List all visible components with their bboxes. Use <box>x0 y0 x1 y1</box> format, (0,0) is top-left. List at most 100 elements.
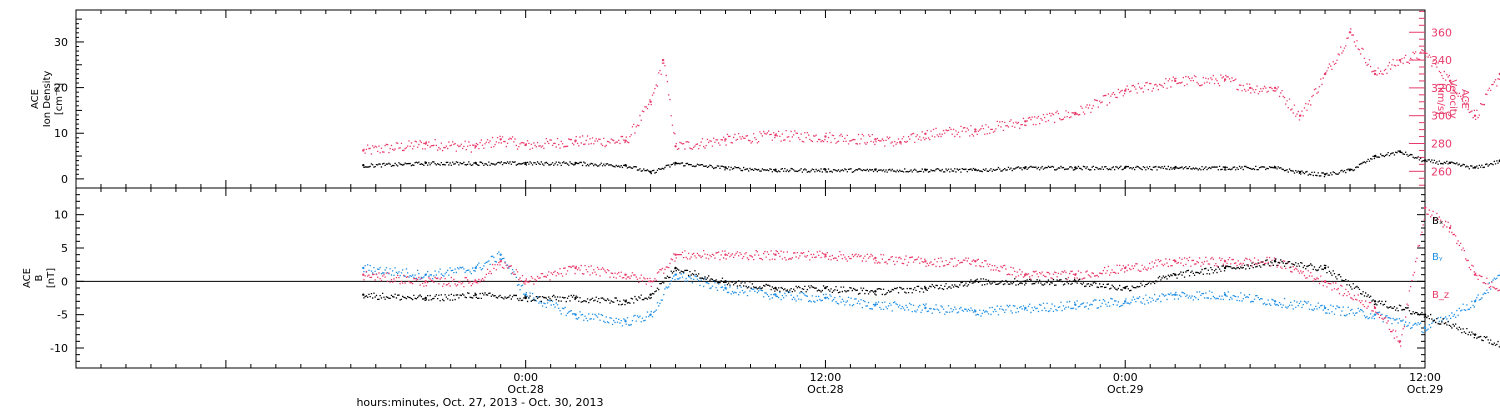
density-series-point <box>1423 159 1427 162</box>
x-tick-time: 12:00 <box>810 371 842 384</box>
density-series-point <box>1024 166 1027 169</box>
velocity-series-points <box>363 28 1500 155</box>
by-series-point <box>1473 300 1477 303</box>
bx-series-point <box>524 296 527 300</box>
x-tick-day: Oct.29 <box>1107 383 1144 396</box>
velocity-series-point <box>1124 89 1127 92</box>
density-series-point <box>824 168 827 171</box>
x-tick-time: 0:00 <box>513 371 538 384</box>
bz-series <box>362 206 1500 347</box>
by-series-point <box>649 313 652 316</box>
legend-bx: Bₓ <box>1432 216 1443 227</box>
velocity-series-point <box>474 145 477 148</box>
velocity-series-point <box>574 139 577 142</box>
velocity-series-point <box>1024 120 1027 123</box>
bz-series-point <box>1024 273 1027 276</box>
x-tick-day: Oct.29 <box>1407 383 1444 396</box>
by-series-point <box>724 286 727 290</box>
bx-series-point <box>1174 273 1177 276</box>
velocity-series-point <box>874 138 877 141</box>
bottom-ylabel: ACEB[nT] <box>22 268 57 288</box>
by-series-point <box>924 306 927 310</box>
bz-series-point <box>1223 260 1227 263</box>
top-left-axis: 0 10 20 30 <box>54 18 84 186</box>
velocity-series-point <box>1373 72 1377 76</box>
x-tick-time: 0:00 <box>1113 371 1138 384</box>
bz-series-point <box>1398 340 1402 343</box>
top-x-ticks <box>75 10 1426 188</box>
bottom-panel-frame <box>75 187 1426 369</box>
density-series-point <box>1398 150 1402 153</box>
velocity-series-point <box>974 128 977 131</box>
top-right-ylabel: ACEVelocity[km/s] <box>1435 79 1470 118</box>
bx-series-point <box>924 286 927 290</box>
bz-series-points <box>363 206 1500 347</box>
ylabel-line: ACE <box>30 89 41 109</box>
bz-series-point <box>474 280 477 283</box>
bz-series-point <box>362 273 365 276</box>
bx-series <box>362 258 1500 348</box>
by-series <box>362 251 1500 334</box>
y-tick-label: 5 <box>61 242 68 255</box>
by-series-point <box>424 273 427 276</box>
density-series-point <box>362 164 365 167</box>
by-series-point <box>499 253 502 256</box>
by-series-point <box>362 266 365 270</box>
bz-series-point <box>724 253 727 256</box>
density-series-point <box>1373 154 1377 158</box>
velocity-series-point <box>649 100 652 104</box>
velocity-series-point <box>899 140 902 144</box>
ylabel-line: ACE <box>1459 89 1470 109</box>
x-tick-day: Oct.28 <box>807 383 844 396</box>
by-series-point <box>1024 306 1027 310</box>
bx-series-point <box>824 286 827 290</box>
density-series-point <box>624 164 627 167</box>
by-series-point <box>574 313 577 316</box>
bz-series-point <box>1473 273 1477 276</box>
bx-series-point <box>1473 333 1477 336</box>
density-series-point <box>1273 166 1277 169</box>
legend-by: Bᵧ <box>1432 252 1443 263</box>
bx-series-point <box>1024 280 1027 283</box>
density-series-point <box>1298 170 1302 174</box>
bz-series-point <box>1373 306 1377 310</box>
velocity-series-point <box>1448 79 1452 83</box>
bx-series-point <box>1323 266 1327 270</box>
velocity-series-point <box>661 58 665 62</box>
bz-series-point <box>824 253 827 256</box>
bx-series-point <box>1373 300 1377 303</box>
by-series-point <box>1074 303 1077 306</box>
density-series-point <box>474 161 477 165</box>
ylabel-line: [cm⁻³] <box>54 83 65 115</box>
bx-series-point <box>1074 280 1077 283</box>
bx-series-points <box>363 258 1500 348</box>
density-series-point <box>424 161 427 165</box>
by-series-point <box>474 266 477 270</box>
density-series-point <box>1448 161 1452 165</box>
bx-series-point <box>474 293 477 296</box>
density-series-point <box>774 168 777 171</box>
density-series-point <box>524 161 527 165</box>
by-series-point <box>1423 326 1427 330</box>
density-series-point <box>1223 166 1227 169</box>
y-tick-label: 10 <box>54 127 68 140</box>
top-left-ylabel: ACEIon Density[cm⁻³] <box>30 71 65 128</box>
bz-series-point <box>674 253 677 256</box>
by-series-point <box>1273 300 1277 303</box>
density-series-point <box>874 168 877 171</box>
by-series-point <box>1373 313 1377 316</box>
bz-series-point <box>774 253 777 256</box>
velocity-series-point <box>624 139 627 142</box>
by-series-point <box>624 320 627 323</box>
velocity-series-point <box>824 135 827 138</box>
density-series-point <box>1348 168 1352 171</box>
density-series-point <box>1124 166 1127 169</box>
ylabel-line: Velocity <box>1447 79 1458 118</box>
velocity-series-point <box>524 143 527 147</box>
velocity-series-point <box>499 138 502 141</box>
velocity-series-point <box>924 132 927 135</box>
bz-series-point <box>924 260 927 263</box>
bz-series-point <box>1074 273 1077 276</box>
velocity-series-point <box>1174 79 1177 83</box>
